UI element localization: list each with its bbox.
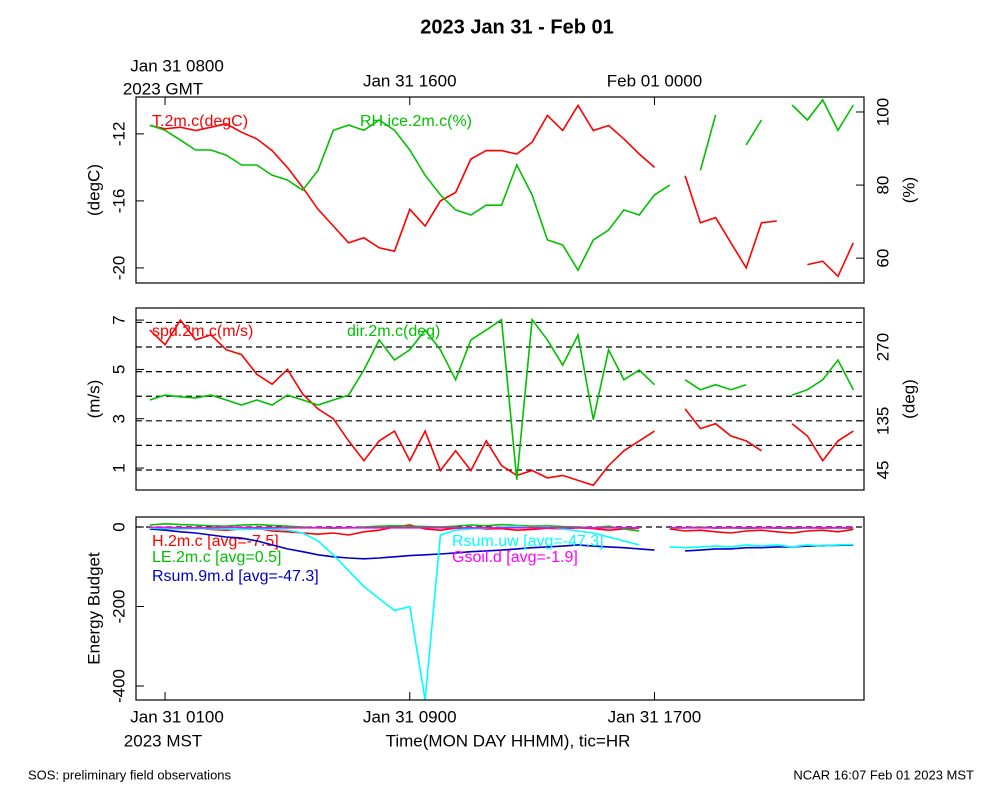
mst-label: 2023 MST (124, 731, 202, 750)
y-axis-label: (m/s) (84, 380, 103, 419)
y2-tick-label: 60 (873, 249, 892, 268)
y2-tick-label: 100 (873, 98, 892, 126)
legend-entry: LE.2m.c [avg=0.5] (152, 549, 281, 566)
y2-tick-label: 135 (873, 407, 892, 435)
footer-right: NCAR 16:07 Feb 01 2023 MST (793, 767, 974, 782)
legend-entry: dir.2m.c(deg) (347, 323, 440, 340)
x2-tick-label: Jan 31 0800 (130, 56, 224, 75)
y-tick-label: -200 (109, 589, 128, 623)
legend-entry: Rsum.uw [avg=-47.3] (452, 533, 604, 550)
y-tick-label: -12 (109, 122, 128, 147)
legend-entry: RH.ice.2m.c(%) (360, 113, 472, 130)
x-tick-label: Jan 31 1700 (608, 707, 702, 726)
page-title: 2023 Jan 31 - Feb 01 (420, 16, 613, 38)
y-tick-label: 7 (109, 315, 128, 324)
footer-left: SOS: preliminary field observations (28, 767, 232, 782)
legend-entry: spd.2m.c(m/s) (152, 323, 253, 340)
legend-entry: T.2m.c(degC) (152, 113, 248, 130)
y2-axis-label: (deg) (899, 379, 918, 419)
y2-tick-label: 80 (873, 176, 892, 195)
y-axis-label: (degC) (84, 164, 103, 216)
y-tick-label: 1 (109, 463, 128, 472)
y2-axis-label: (%) (899, 177, 918, 203)
y-tick-label: -16 (109, 189, 128, 214)
y-tick-label: 3 (109, 414, 128, 423)
y-tick-label: -20 (109, 256, 128, 281)
y-tick-label: 5 (109, 365, 128, 374)
x2-tick-label: Jan 31 1600 (363, 71, 457, 90)
legend-entry: Gsoil.d [avg=-1.9] (452, 549, 578, 566)
x-tick-label: Jan 31 0100 (130, 707, 224, 726)
x2-tick-label: Feb 01 0000 (607, 71, 702, 90)
x-tick-label: Jan 31 0900 (363, 707, 457, 726)
y2-tick-label: 270 (873, 333, 892, 361)
y-axis-label: Energy Budget (84, 552, 103, 665)
x-axis-label: Time(MON DAY HHMM), tic=HR (386, 731, 631, 750)
y-tick-label: 0 (109, 522, 128, 531)
y-tick-label: -400 (109, 669, 128, 703)
y2-tick-label: 45 (873, 461, 892, 480)
gmt-label: 2023 GMT (123, 79, 203, 98)
legend-entry: Rsum.9m.d [avg=-47.3] (152, 568, 319, 585)
